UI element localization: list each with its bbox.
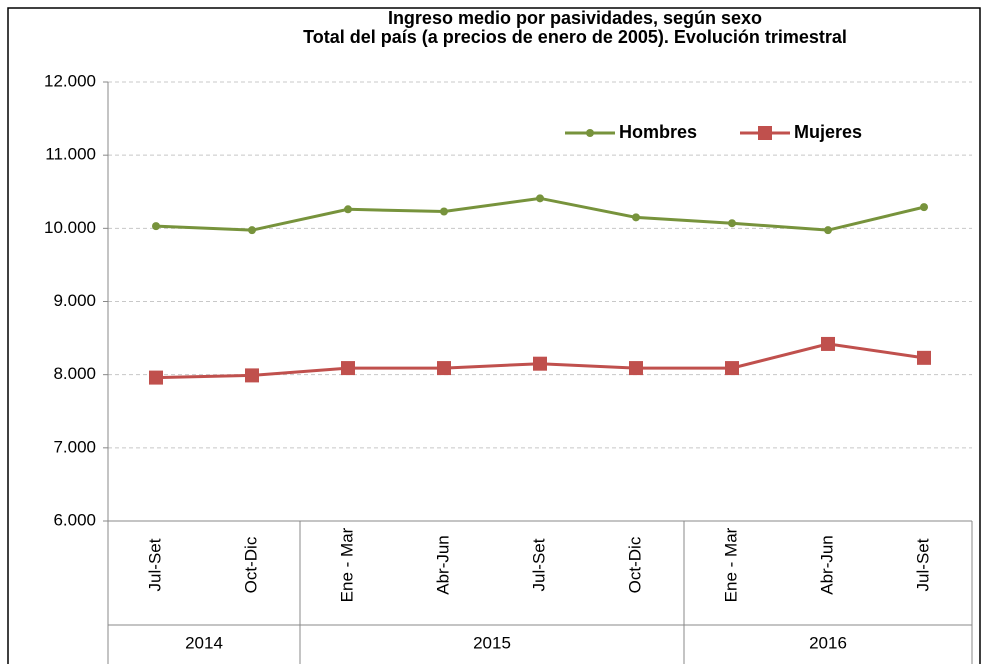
x-tick-label: Ene - Mar [337, 527, 356, 602]
frame [7, 7, 981, 664]
marker [586, 129, 594, 137]
marker [917, 350, 931, 365]
marker [533, 356, 547, 371]
y-tick-label: 12.000 [44, 71, 96, 90]
x-tick-label: Oct-Dic [241, 536, 260, 593]
marker [437, 361, 451, 376]
x-tick-label: Abr-Jun [433, 535, 452, 595]
marker [152, 222, 160, 231]
y-tick-label: 6.000 [53, 510, 96, 529]
x-tick-label: Jul-Set [529, 538, 548, 591]
marker [149, 370, 163, 385]
marker [728, 219, 736, 228]
legend-label: Hombres [619, 122, 697, 142]
marker [245, 368, 259, 383]
marker [248, 226, 256, 235]
x-group-label: 2016 [809, 633, 847, 652]
marker [632, 213, 640, 222]
marker [821, 336, 835, 351]
marker [824, 226, 832, 235]
x-tick-label: Ene - Mar [721, 527, 740, 602]
y-tick-label: 8.000 [53, 364, 96, 383]
y-tick-label: 11.000 [45, 145, 96, 164]
marker [629, 361, 643, 376]
x-tick-label: Jul-Set [913, 538, 932, 591]
x-tick-label: Oct-Dic [625, 536, 644, 593]
marker [344, 205, 352, 214]
x-tick-label: Jul-Set [145, 538, 164, 591]
marker [440, 207, 448, 216]
y-tick-label: 7.000 [53, 437, 96, 456]
x-tick-label: Abr-Jun [817, 535, 836, 595]
x-group-label: 2015 [473, 633, 511, 652]
marker [725, 361, 739, 376]
y-tick-label: 10.000 [44, 218, 96, 237]
marker [920, 203, 928, 212]
marker [758, 126, 772, 140]
marker [341, 361, 355, 376]
series [149, 336, 931, 385]
legend-label: Mujeres [794, 122, 862, 142]
chart-subtitle: Total del país (a precios de enero de 20… [303, 27, 847, 47]
y-tick-label: 9.000 [53, 291, 96, 310]
x-group-label: 2014 [185, 633, 223, 652]
marker [536, 194, 544, 203]
series [152, 194, 928, 235]
chart-title: Ingreso medio por pasividades, según sex… [388, 8, 762, 28]
